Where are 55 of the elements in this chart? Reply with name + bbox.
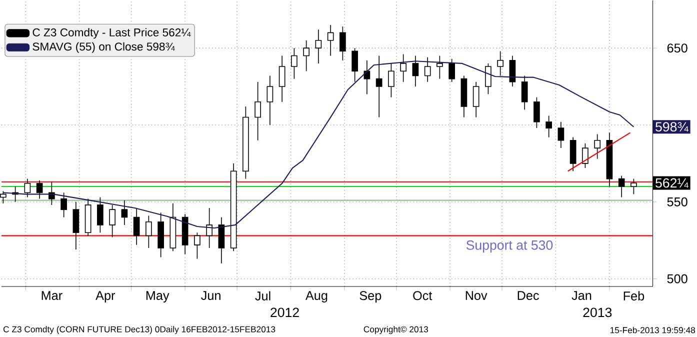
text: 15-Feb-2013 19:59:48 (610, 327, 695, 334)
annotation: 598¾ (656, 122, 688, 132)
candlestick (24, 178, 31, 198)
text: 2013 (583, 308, 612, 318)
candlestick (315, 29, 322, 64)
x-tick-label: Jan (572, 291, 592, 300)
candlestick (558, 122, 564, 149)
x-tick-label: Jun (201, 291, 220, 300)
x-tick-label: Dec (518, 291, 539, 300)
candlestick (36, 180, 43, 200)
x-tick-label: Apr (96, 291, 116, 303)
y-tick-label: 550 (667, 198, 688, 206)
candlestick (133, 208, 140, 246)
legend-label: C Z3 Comdty - Last Price 562¼ (32, 28, 191, 39)
candlestick (327, 24, 334, 56)
candlestick (278, 56, 286, 102)
y-tick-label: 500 (667, 274, 688, 284)
candlestick (497, 50, 504, 76)
candlestick (170, 203, 176, 252)
x-tick-label: Aug (305, 291, 328, 303)
candlestick (509, 56, 516, 88)
x-tick-label: Sep (360, 291, 382, 303)
x-tick-label: Feb (624, 291, 644, 301)
x-tick-label: Oct (413, 291, 432, 300)
candlestick (266, 76, 274, 126)
candlestick (570, 137, 576, 172)
candlestick (424, 57, 431, 82)
candlestick (460, 76, 468, 118)
x-tick-label: Jul (255, 291, 270, 301)
y-tick-label: 650 (667, 44, 688, 53)
candlestick (230, 163, 237, 252)
text: 2012 (270, 308, 299, 318)
candlestick (606, 132, 613, 188)
annotation: 562¼ (656, 178, 688, 188)
x-tick-label: May (146, 291, 170, 303)
candlestick (472, 82, 480, 118)
candlestick (158, 212, 164, 258)
candlestick (182, 214, 188, 255)
text: C Z3 Comdty (CORN FUTURE Dec13) 0Daily 16FEB2012-15FEB2013 (3, 326, 276, 334)
candlestick (121, 200, 128, 226)
candlestick (618, 175, 625, 198)
candlestick (254, 82, 261, 141)
x-tick-label: Nov (466, 291, 488, 300)
candlestick (376, 56, 382, 118)
ref-line-label: Support at 530 (466, 240, 553, 253)
legend-label: SMAVG (55) on Close 598¾ (32, 42, 175, 53)
text: Copyright© 2013 (364, 326, 428, 334)
candlestick (218, 217, 225, 264)
candlestick (412, 56, 419, 88)
x-tick-label: Mar (42, 291, 62, 300)
candlestick (72, 202, 80, 250)
candlestick (400, 54, 406, 82)
candlestick (206, 208, 212, 249)
candlestick (84, 198, 92, 236)
candlestick (521, 76, 528, 110)
